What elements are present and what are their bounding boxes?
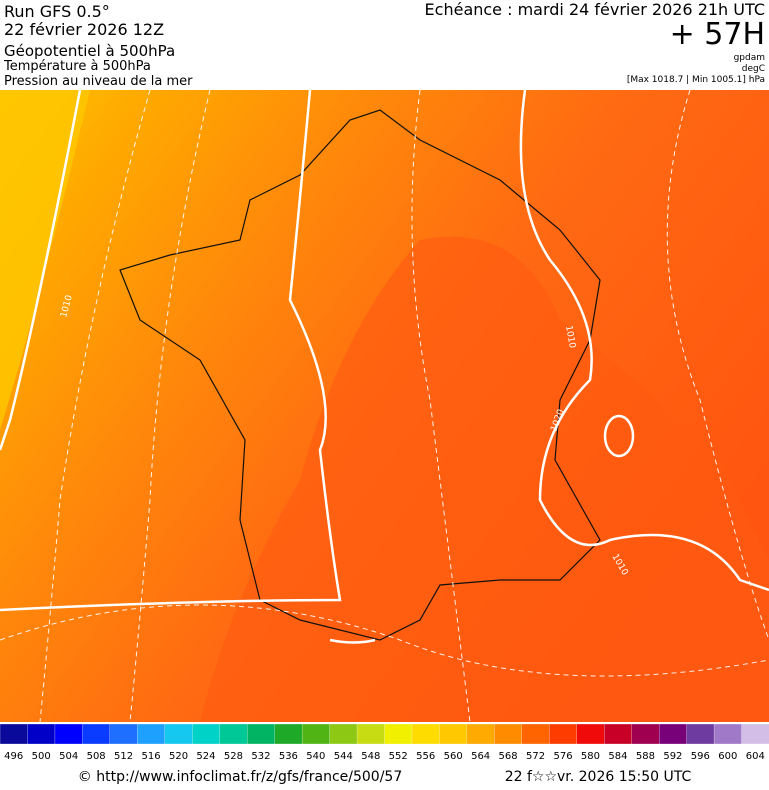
colorbar-label: 568 bbox=[499, 751, 518, 762]
colorbar-label: 604 bbox=[746, 751, 765, 762]
contour-label: 1010 bbox=[563, 325, 577, 350]
timestamp: 22 f☆☆vr. 2026 15:50 UTC bbox=[505, 769, 692, 785]
colorbar-swatch bbox=[658, 723, 688, 745]
unit: gpdam bbox=[734, 53, 765, 63]
colorbar-swatch bbox=[384, 723, 413, 745]
isobar bbox=[329, 638, 376, 644]
colorbar-label: 548 bbox=[361, 751, 380, 762]
field-subtitle: Température à 500hPa bbox=[3, 59, 151, 74]
colorbar-swatch bbox=[576, 723, 605, 745]
isobar bbox=[0, 89, 82, 451]
colorbar-swatch bbox=[137, 723, 166, 745]
colorbar-swatch bbox=[604, 723, 633, 745]
field-title: Géopotentiel à 500hPa bbox=[4, 42, 175, 60]
colorbar-swatch bbox=[0, 723, 29, 745]
run-title: Run GFS 0.5° bbox=[4, 2, 110, 21]
colorbar-swatch bbox=[521, 723, 550, 745]
colorbar-swatch bbox=[356, 723, 386, 745]
colorbar-label: 552 bbox=[389, 751, 408, 762]
colorbar-swatch bbox=[27, 723, 56, 745]
colorbar-swatch bbox=[741, 723, 769, 745]
colorbar-swatch bbox=[219, 723, 248, 745]
colorbar-swatch bbox=[713, 723, 743, 745]
colorbar-swatch bbox=[164, 723, 193, 745]
coastline bbox=[119, 109, 601, 641]
colorbar-label: 592 bbox=[663, 751, 682, 762]
colorbar-swatch bbox=[109, 723, 138, 745]
colorbar-label: 580 bbox=[581, 751, 600, 762]
isobar bbox=[603, 414, 635, 458]
colorbar-swatch bbox=[329, 723, 358, 745]
colorbar-label: 556 bbox=[416, 751, 435, 762]
isobar bbox=[0, 89, 342, 612]
colorbar-label: 540 bbox=[306, 751, 325, 762]
colorbar-label: 500 bbox=[32, 751, 51, 762]
colorbar: 496 500 504 508 512 516 520 524 528 532 536 540 544 5… bbox=[0, 723, 769, 762]
colorbar-label: 528 bbox=[224, 751, 243, 762]
colorbar-label: 576 bbox=[553, 751, 572, 762]
colorbar-label: 572 bbox=[526, 751, 545, 762]
colorbar-swatch bbox=[247, 723, 276, 745]
colorbar-swatch bbox=[301, 723, 331, 745]
colorbar-swatch bbox=[494, 723, 523, 745]
colorbar-swatch bbox=[439, 723, 468, 745]
pressure-range: [Max 1018.7 | Min 1005.1] hPa bbox=[627, 75, 765, 85]
map: 1010 1010 1020 1010 bbox=[0, 89, 769, 723]
colorbar-label: 520 bbox=[169, 751, 188, 762]
field-zone bbox=[200, 236, 769, 722]
colorbar-swatch bbox=[549, 723, 578, 745]
isobar bbox=[519, 89, 769, 592]
colorbar-label: 524 bbox=[196, 751, 215, 762]
colorbar-swatch bbox=[192, 723, 221, 745]
source-link: © http://www.infoclimat.fr/z/gfs/france/… bbox=[78, 769, 402, 785]
valid-time: Echéance : mardi 24 février 2026 21h UTC bbox=[425, 0, 765, 19]
colorbar-swatch bbox=[411, 723, 441, 745]
run-date: 22 février 2026 12Z bbox=[4, 20, 164, 39]
lead-time: + 57H bbox=[670, 17, 765, 52]
colorbar-label: 600 bbox=[718, 751, 737, 762]
colorbar-label: 560 bbox=[444, 751, 463, 762]
colorbar-label: 496 bbox=[4, 751, 23, 762]
colorbar-label: 564 bbox=[471, 751, 490, 762]
colorbar-label: 588 bbox=[636, 751, 655, 762]
colorbar-swatch bbox=[686, 723, 715, 745]
colorbar-label: 516 bbox=[142, 751, 161, 762]
colorbar-swatch bbox=[274, 723, 303, 745]
unit: degC bbox=[742, 64, 765, 74]
colorbar-label: 596 bbox=[691, 751, 710, 762]
field-subtitle: Pression au niveau de la mer bbox=[4, 74, 193, 89]
colorbar-label: 544 bbox=[334, 751, 353, 762]
colorbar-swatch bbox=[466, 723, 496, 745]
colorbar-label: 512 bbox=[114, 751, 133, 762]
colorbar-label: 584 bbox=[608, 751, 627, 762]
colorbar-swatch bbox=[631, 723, 660, 745]
colorbar-label: 504 bbox=[59, 751, 78, 762]
colorbar-swatch bbox=[54, 723, 84, 745]
colorbar-label: 508 bbox=[87, 751, 106, 762]
dashed-contours bbox=[0, 89, 769, 723]
colorbar-label: 532 bbox=[251, 751, 270, 762]
colorbar-label: 536 bbox=[279, 751, 298, 762]
colorbar-swatch bbox=[82, 723, 111, 745]
